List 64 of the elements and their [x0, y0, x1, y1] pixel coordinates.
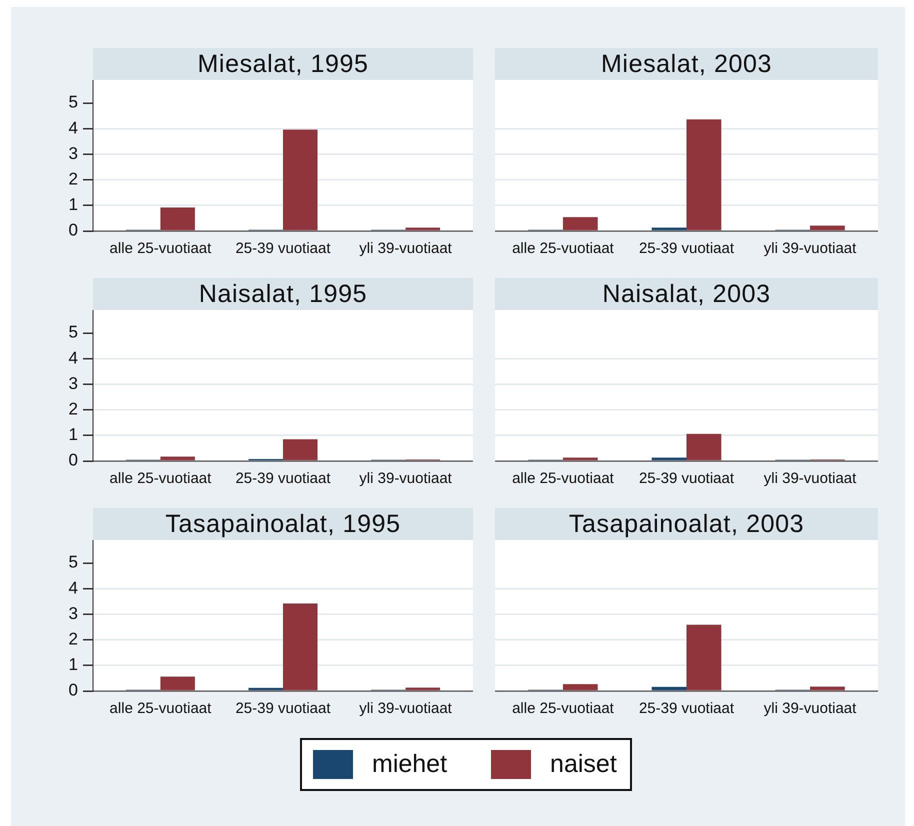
bar — [652, 686, 686, 690]
legend-label: miehet — [372, 750, 448, 779]
x-tick-label: alle 25-vuotiaat — [512, 700, 615, 718]
bar — [160, 456, 195, 460]
x-tick-label: yli 39-vuotiaat — [764, 470, 858, 488]
x-tick-label: 25-39 vuotiaat — [638, 700, 735, 718]
x-tick-label: yli 39-vuotiaat — [764, 700, 858, 718]
chart-title: Tasapainoalat, 2003 — [495, 508, 878, 540]
bar — [810, 686, 845, 690]
x-tick-label: alle 25-vuotiaat — [110, 240, 212, 258]
bar — [810, 226, 845, 230]
bar — [406, 688, 440, 690]
x-tick-label: 25-39 vuotiaat — [638, 470, 735, 488]
y-tick-label: 3 — [68, 604, 78, 623]
y-tick-label: 2 — [68, 630, 78, 648]
x-tick-label: alle 25-vuotiaat — [110, 700, 212, 718]
bar — [160, 207, 195, 230]
y-tick-label: 1 — [68, 195, 78, 214]
y-tick-label: 0 — [68, 450, 78, 470]
bar — [160, 676, 195, 690]
y-tick-label: 3 — [68, 144, 78, 163]
y-tick-label: 4 — [68, 348, 78, 368]
bar — [652, 458, 686, 460]
bar — [562, 458, 598, 460]
y-tick-label: 2 — [68, 170, 78, 188]
y-tick-label: 3 — [68, 374, 78, 393]
chart-title: Tasapainoalat, 1995 — [93, 508, 473, 540]
bar — [652, 228, 686, 230]
bar — [283, 603, 318, 690]
x-tick-label: 25-39 vuotiaat — [638, 240, 735, 258]
y-tick-label: 2 — [68, 400, 78, 418]
y-tick-label: 1 — [68, 655, 78, 674]
x-tick-label: yli 39-vuotiaat — [359, 240, 453, 258]
chart-title: Miesalat, 1995 — [93, 48, 473, 80]
y-tick-label: 0 — [68, 220, 78, 240]
y-tick-label: 0 — [68, 680, 78, 700]
x-tick-label: alle 25-vuotiaat — [110, 470, 212, 488]
x-tick-label: 25-39 vuotiaat — [235, 700, 332, 718]
bar — [248, 688, 283, 690]
chart-title: Miesalat, 2003 — [495, 48, 878, 80]
x-tick-label: 25-39 vuotiaat — [235, 470, 332, 488]
y-tick-label: 4 — [68, 118, 78, 138]
y-tick-label: 1 — [68, 425, 78, 444]
bar — [283, 130, 318, 230]
bar — [562, 684, 598, 690]
legend-label: naiset — [550, 750, 617, 779]
y-tick-label: 5 — [68, 92, 78, 112]
x-tick-label: yli 39-vuotiaat — [764, 240, 858, 258]
x-tick-label: alle 25-vuotiaat — [512, 470, 615, 488]
y-tick-label: 5 — [68, 322, 78, 342]
x-tick-label: 25-39 vuotiaat — [235, 240, 332, 258]
chart-title: Naisalat, 2003 — [495, 278, 878, 310]
x-tick-label: yli 39-vuotiaat — [359, 700, 453, 718]
x-tick-label: yli 39-vuotiaat — [359, 470, 453, 488]
bar — [686, 119, 722, 230]
bar — [406, 228, 440, 230]
bar — [686, 624, 722, 690]
chart-title: Naisalat, 1995 — [93, 278, 473, 310]
bar — [686, 434, 722, 460]
x-tick-label: alle 25-vuotiaat — [512, 240, 615, 258]
y-tick-label: 5 — [68, 552, 78, 572]
bar — [562, 217, 598, 230]
y-tick-label: 4 — [68, 578, 78, 598]
bar — [283, 439, 318, 460]
